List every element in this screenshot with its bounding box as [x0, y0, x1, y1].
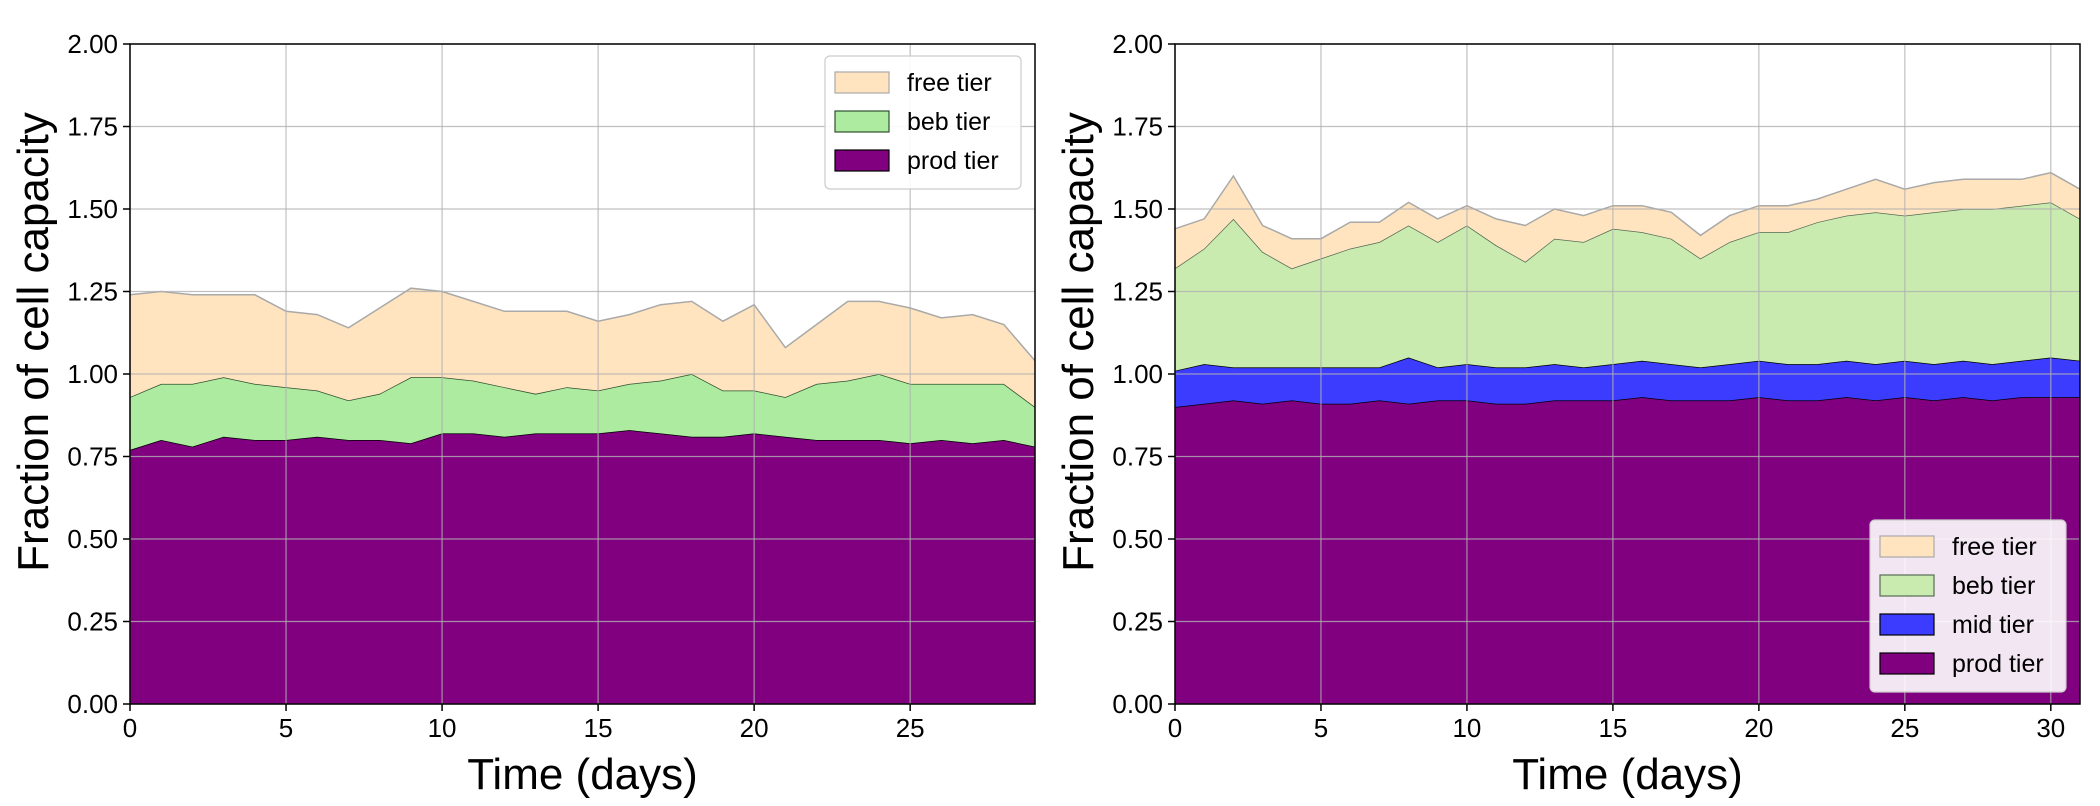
legend-item: free tier	[1879, 533, 2037, 561]
legend-label: beb tier	[907, 108, 990, 136]
y-axis-label: Fraction of cell capacity	[9, 112, 58, 572]
y-tick-label: 0.25	[67, 607, 118, 637]
legend-swatch	[834, 149, 890, 172]
y-tick-label: 1.25	[67, 277, 118, 307]
chart-2: 0 5 10 15 20 25 30 0.00 0.25 0.50 0.75 1.00 1.25 1.50…	[1054, 29, 2081, 799]
area-mid-tier	[1175, 357, 2080, 407]
legend-item: free tier	[834, 69, 992, 97]
x-tick-label: 20	[740, 713, 769, 743]
x-axis-label: Time (days)	[467, 750, 698, 799]
legend-label: free tier	[907, 69, 992, 97]
y-tick-label: 1.50	[67, 194, 118, 224]
y-tick-label: 2.00	[1112, 29, 1163, 59]
legend-swatch	[1879, 652, 1935, 675]
legend-label: beb tier	[1952, 572, 2035, 600]
chart-1: 0 5 10 15 20 25 0.00 0.25 0.50 0.75 1.00 1.25 1.50 1.…	[9, 29, 1036, 799]
area-prod-tier	[1175, 397, 2080, 704]
area-beb-tier	[130, 374, 1035, 450]
y-tick-label: 0.75	[67, 442, 118, 472]
x-tick-label: 5	[279, 713, 293, 743]
legend: free tier beb tier prod tier	[824, 55, 1022, 190]
legend-label: prod tier	[1952, 650, 2044, 678]
x-tick-label: 15	[584, 713, 613, 743]
legend-swatch	[1879, 613, 1935, 636]
y-tick-label: 0.50	[67, 524, 118, 554]
x-tick-label: 10	[428, 713, 457, 743]
area-free-tier	[130, 288, 1035, 407]
y-tick-label: 1.00	[67, 359, 118, 389]
y-tick-label: 0.25	[1112, 607, 1163, 637]
legend-item: prod tier	[834, 147, 999, 175]
area-prod-tier	[130, 430, 1035, 704]
x-tick-label: 10	[1452, 713, 1481, 743]
y-tick-label: 0.00	[1112, 689, 1163, 719]
stacked-areas	[1174, 171, 2081, 704]
y-tick-label: 1.25	[1112, 277, 1163, 307]
x-tick-label: 0	[1168, 713, 1182, 743]
x-tick-label: 25	[1890, 713, 1919, 743]
legend-swatch	[834, 71, 890, 94]
legend-swatch	[834, 110, 890, 133]
legend-label: mid tier	[1952, 611, 2034, 639]
y-tick-label: 1.75	[67, 112, 118, 142]
x-tick-label: 0	[123, 713, 137, 743]
legend-box	[1869, 519, 2067, 693]
y-tick-label: 2.00	[67, 29, 118, 59]
y-axis-label: Fraction of cell capacity	[1054, 112, 1103, 572]
y-tick-label: 1.50	[1112, 194, 1163, 224]
x-axis-label: Time (days)	[1512, 750, 1743, 799]
legend-label: free tier	[1952, 533, 2037, 561]
y-tick-label: 0.00	[67, 689, 118, 719]
y-tick-label: 0.50	[1112, 524, 1163, 554]
y-tick-label: 1.75	[1112, 112, 1163, 142]
legend-swatch	[1879, 535, 1935, 558]
legend-label: prod tier	[907, 147, 999, 175]
area-free-tier	[1175, 172, 2080, 269]
legend-item: prod tier	[1879, 650, 2044, 678]
legend-item: beb tier	[834, 108, 990, 136]
legend-item: mid tier	[1879, 611, 2034, 639]
x-tick-label: 15	[1598, 713, 1627, 743]
legend: free tier beb tier mid tier prod tier	[1869, 519, 2067, 693]
y-tick-label: 0.75	[1112, 442, 1163, 472]
x-tick-label: 25	[896, 713, 925, 743]
edge-free-tier	[129, 287, 1036, 362]
stacked-areas	[129, 287, 1036, 704]
legend-swatch	[1879, 574, 1935, 597]
y-tick-label: 1.00	[1112, 359, 1163, 389]
x-tick-label: 5	[1314, 713, 1328, 743]
edge-free-tier	[1174, 171, 2081, 240]
x-tick-label: 20	[1744, 713, 1773, 743]
area-beb-tier	[1175, 202, 2080, 371]
legend-item: beb tier	[1879, 572, 2035, 600]
x-tick-label: 30	[2036, 713, 2065, 743]
